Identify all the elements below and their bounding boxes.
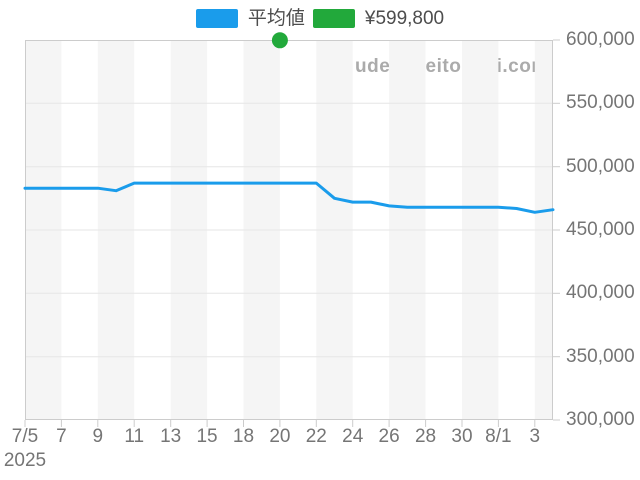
average-price-line (23, 181, 555, 214)
legend-label-latest-price: ¥599,800 (364, 8, 445, 29)
y-axis-tick-label: 550,000 (566, 92, 635, 114)
latest-price-point (271, 32, 288, 49)
x-axis-tick-label: 15 (196, 426, 218, 447)
x-axis-tick-label: 26 (378, 426, 400, 447)
x-axis-tick-label: 24 (342, 426, 364, 447)
chart-legend: 平均値 ¥599,800 (0, 9, 640, 28)
chart-svg (23, 32, 560, 427)
x-axis-year-label: 2025 (3, 450, 47, 471)
legend-swatch-latest-price-icon (312, 9, 355, 28)
x-axis-tick-label: 7 (56, 426, 67, 447)
y-axis-tick-label: 600,000 (566, 29, 635, 50)
x-axis-tick-label: 9 (92, 426, 104, 447)
y-axis-tick-label: 500,000 (566, 155, 635, 177)
x-axis-tick-label: 28 (414, 426, 437, 447)
x-axis-tick-label: 20 (269, 426, 291, 447)
x-axis-tick-label: 13 (160, 426, 182, 447)
x-axis-tick-label: 8/1 (485, 426, 512, 447)
legend-label-average: 平均値 (247, 8, 305, 29)
legend-item-latest-price[interactable]: ¥599,800 (312, 8, 445, 29)
y-axis-tick-label: 300,000 (566, 409, 635, 430)
x-axis-tick-label: 18 (232, 426, 255, 447)
x-axis-tick-label: 7/5 (11, 426, 39, 447)
legend-item-average[interactable]: 平均値 (195, 8, 305, 29)
x-axis-tick-label: 11 (124, 426, 145, 447)
x-axis-tick-label: 22 (305, 426, 327, 447)
legend-swatch-average-icon (195, 9, 238, 28)
plot-border (25, 40, 553, 420)
y-axis-tick-label: 400,000 (566, 282, 635, 304)
x-axis-tick-label: 3 (529, 426, 541, 447)
y-axis-tick-label: 450,000 (566, 219, 635, 240)
y-axis-tick-label: 350,000 (566, 345, 635, 367)
plot-area: udedokeitoushi.com (23, 32, 560, 427)
x-axis-tick-label: 30 (451, 426, 473, 447)
